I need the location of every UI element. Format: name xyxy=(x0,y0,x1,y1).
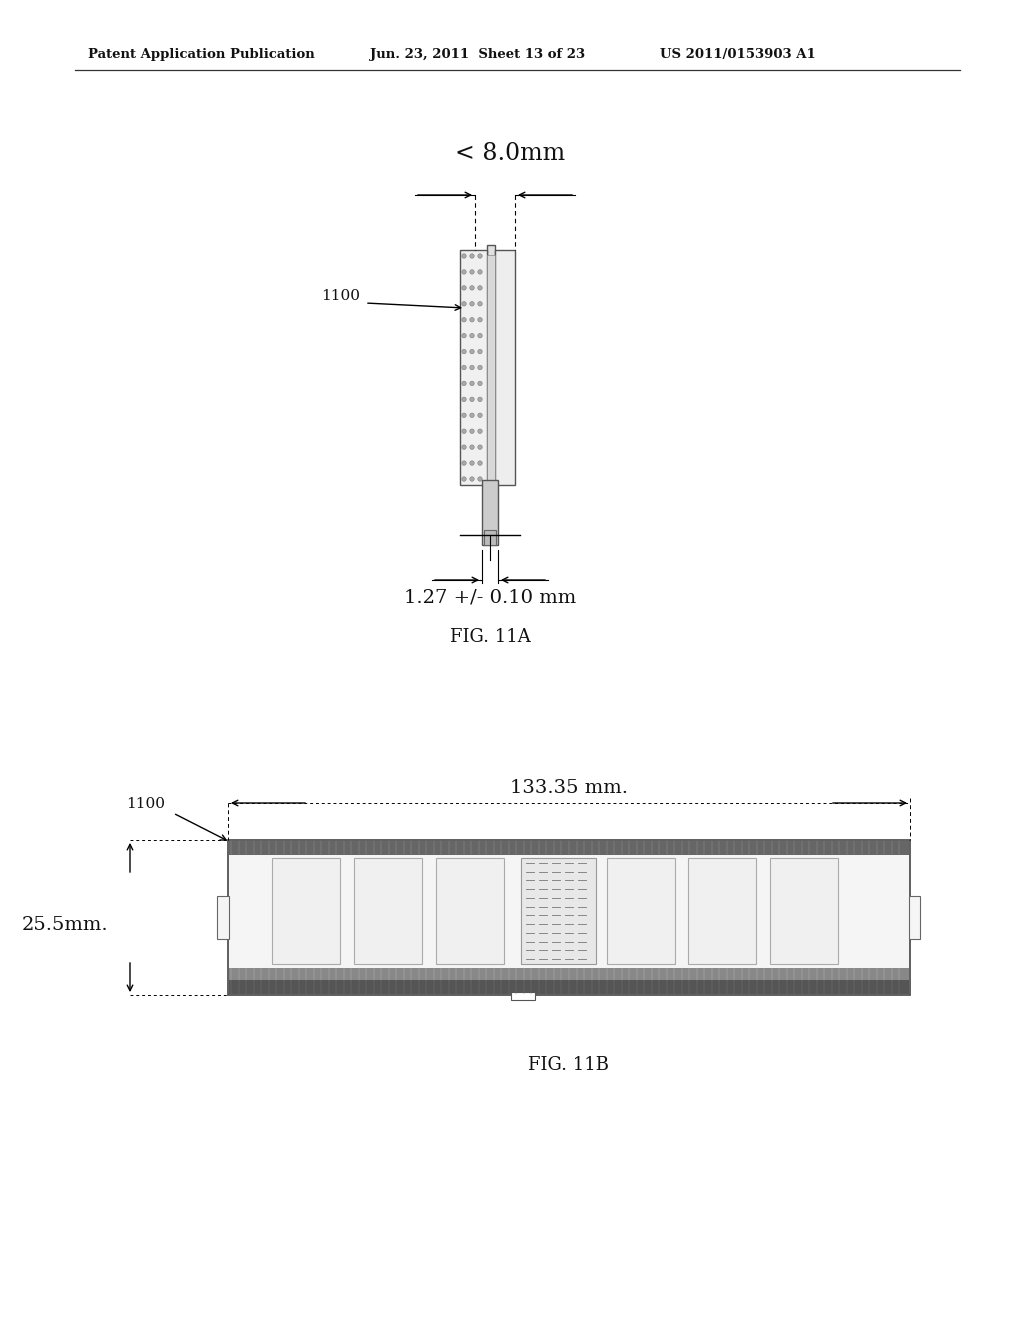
Circle shape xyxy=(470,429,474,433)
Circle shape xyxy=(478,445,482,449)
Text: 1.27 +/- 0.10 mm: 1.27 +/- 0.10 mm xyxy=(403,587,577,606)
Circle shape xyxy=(470,397,474,401)
Circle shape xyxy=(462,445,466,449)
Circle shape xyxy=(462,253,466,259)
Bar xyxy=(229,841,909,855)
Bar xyxy=(770,858,839,964)
Circle shape xyxy=(462,429,466,433)
Bar xyxy=(487,255,495,480)
Circle shape xyxy=(470,285,474,290)
Circle shape xyxy=(470,381,474,385)
Circle shape xyxy=(478,429,482,433)
Circle shape xyxy=(470,301,474,306)
Text: US 2011/0153903 A1: US 2011/0153903 A1 xyxy=(660,48,816,61)
Bar xyxy=(606,858,675,964)
Bar xyxy=(229,979,909,994)
Circle shape xyxy=(470,366,474,370)
Text: 133.35 mm.: 133.35 mm. xyxy=(510,779,628,797)
Circle shape xyxy=(470,350,474,354)
Circle shape xyxy=(462,413,466,417)
Circle shape xyxy=(462,318,466,322)
Circle shape xyxy=(462,366,466,370)
Circle shape xyxy=(462,301,466,306)
Bar xyxy=(909,896,920,940)
Bar xyxy=(460,249,487,484)
Circle shape xyxy=(462,397,466,401)
Bar xyxy=(521,858,596,964)
Circle shape xyxy=(478,350,482,354)
Circle shape xyxy=(470,269,474,275)
Circle shape xyxy=(470,445,474,449)
Circle shape xyxy=(478,477,482,482)
Circle shape xyxy=(470,413,474,417)
Circle shape xyxy=(470,253,474,259)
Bar xyxy=(354,858,422,964)
Bar xyxy=(272,858,340,964)
Circle shape xyxy=(478,253,482,259)
Circle shape xyxy=(462,285,466,290)
Bar xyxy=(495,249,515,484)
Circle shape xyxy=(478,285,482,290)
Text: Jun. 23, 2011  Sheet 13 of 23: Jun. 23, 2011 Sheet 13 of 23 xyxy=(370,48,585,61)
Circle shape xyxy=(478,397,482,401)
Bar xyxy=(228,840,910,995)
Text: FIG. 11A: FIG. 11A xyxy=(450,628,530,645)
Text: 25.5mm.: 25.5mm. xyxy=(22,916,109,935)
Circle shape xyxy=(462,350,466,354)
Circle shape xyxy=(478,334,482,338)
Circle shape xyxy=(478,461,482,465)
Circle shape xyxy=(462,269,466,275)
Circle shape xyxy=(478,301,482,306)
Circle shape xyxy=(478,269,482,275)
Bar xyxy=(482,480,498,545)
Text: 1100: 1100 xyxy=(126,797,165,810)
Text: < 8.0mm: < 8.0mm xyxy=(455,143,565,165)
Circle shape xyxy=(470,461,474,465)
Circle shape xyxy=(462,334,466,338)
Circle shape xyxy=(470,334,474,338)
Circle shape xyxy=(470,318,474,322)
Bar xyxy=(688,858,757,964)
Bar xyxy=(217,896,229,940)
Circle shape xyxy=(462,461,466,465)
Circle shape xyxy=(478,381,482,385)
Bar xyxy=(229,968,909,979)
Bar xyxy=(487,246,495,535)
Text: Patent Application Publication: Patent Application Publication xyxy=(88,48,314,61)
Bar xyxy=(511,993,535,1001)
Bar xyxy=(436,858,504,964)
Circle shape xyxy=(478,366,482,370)
Bar xyxy=(484,531,496,545)
Circle shape xyxy=(470,477,474,482)
Circle shape xyxy=(462,477,466,482)
Text: 1100: 1100 xyxy=(321,289,360,304)
Circle shape xyxy=(462,381,466,385)
Circle shape xyxy=(478,413,482,417)
Circle shape xyxy=(478,318,482,322)
Text: FIG. 11B: FIG. 11B xyxy=(528,1056,609,1074)
